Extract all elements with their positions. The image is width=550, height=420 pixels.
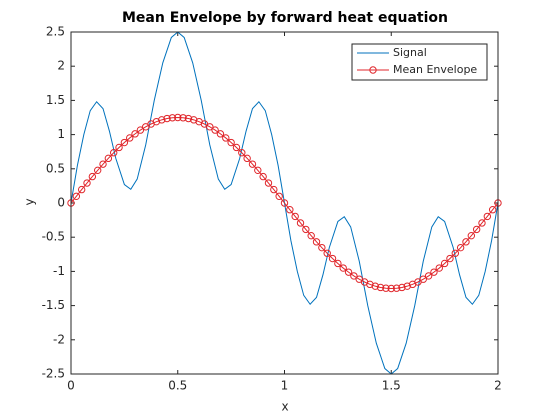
marker [93,166,102,175]
marker [424,272,433,280]
legend-label: Mean Envelope [393,63,477,76]
y-tick-label: -2 [53,332,65,346]
x-tick-label: 2 [494,379,502,393]
marker [152,117,161,126]
marker [206,123,214,131]
marker [462,238,470,246]
marker [131,130,139,138]
marker [120,138,129,147]
x-axis-label: x [281,400,288,414]
marker [270,185,278,194]
marker [296,219,305,227]
marker [254,166,262,175]
marker [483,212,492,221]
x-tick-label: 1.5 [382,379,401,393]
y-axis-label: y [23,198,37,205]
series-line [70,116,499,290]
marker [99,160,107,168]
marker [216,130,225,138]
marker [467,231,476,240]
marker [366,280,374,289]
marker [83,179,91,187]
marker [318,243,326,252]
marker [435,264,443,272]
marker [446,254,454,263]
marker [302,225,310,234]
y-tick-label: -2.5 [42,367,65,381]
y-tick-label: 0.5 [46,161,65,175]
marker [275,192,283,200]
marker [232,143,241,152]
marker [77,185,86,194]
marker [174,113,182,122]
marker [248,160,257,168]
marker [419,275,427,283]
marker [126,134,134,142]
marker [376,283,385,292]
marker [312,238,321,246]
marker [430,268,438,276]
marker [104,154,113,163]
marker [488,206,497,214]
marker [323,249,331,257]
legend-box [351,43,488,81]
y-tick-label: -1.5 [42,298,65,312]
marker [190,116,198,124]
marker [72,192,81,200]
marker [350,272,358,280]
x-tick-label: 1 [281,379,289,393]
x-tick-label: 0 [67,379,75,393]
y-tick-label: -1 [53,264,65,278]
marker [227,138,235,147]
x-tick-label: 0.5 [168,379,187,393]
legend-marker [369,66,377,74]
marker [264,179,273,187]
marker [451,249,459,257]
y-tick-label: 1 [57,127,65,141]
marker [344,268,353,276]
marker [163,114,171,123]
marker [286,206,294,214]
marker [387,284,395,293]
marker [371,282,379,290]
axes-box [70,31,499,375]
y-tick-label: 2.5 [46,25,65,39]
marker [307,231,315,240]
legend-label: Signal [393,46,427,59]
marker [382,284,390,292]
marker [456,243,465,252]
y-tick-label: 0 [57,196,65,210]
marker [211,126,219,134]
marker [280,199,289,207]
marker [238,149,246,157]
marker [392,284,401,292]
marker [158,116,166,124]
marker [291,212,299,221]
marker [478,219,486,227]
chart-title: Mean Envelope by forward heat equation [122,10,448,26]
marker [179,114,187,122]
marker [88,172,97,181]
y-tick-label: -0.5 [42,230,65,244]
marker [110,149,118,157]
y-tick-label: 1.5 [46,93,65,107]
marker [440,259,449,268]
marker [222,134,230,142]
marker [115,143,123,152]
marker [259,172,267,181]
marker [328,254,337,263]
marker [398,283,406,292]
y-tick-label: 2 [57,59,65,73]
marker [403,282,411,290]
marker [334,259,342,268]
marker [243,154,251,163]
marker [168,114,177,122]
marker [472,225,481,234]
marker [339,264,347,272]
marker [184,114,193,123]
marker [136,126,145,134]
